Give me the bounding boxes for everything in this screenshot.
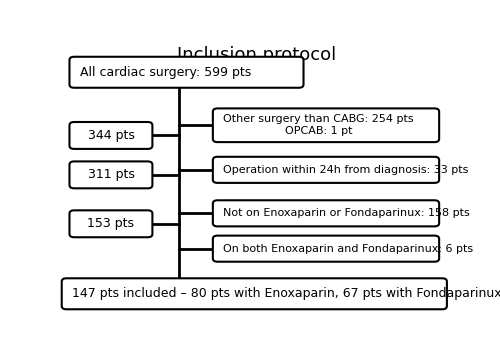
Text: Not on Enoxaparin or Fondaparinux: 158 pts: Not on Enoxaparin or Fondaparinux: 158 p… xyxy=(224,208,470,218)
Text: 311 pts: 311 pts xyxy=(88,168,134,181)
FancyBboxPatch shape xyxy=(213,200,439,226)
FancyBboxPatch shape xyxy=(70,210,152,237)
Text: All cardiac surgery: 599 pts: All cardiac surgery: 599 pts xyxy=(80,66,251,79)
Text: 147 pts included – 80 pts with Enoxaparin, 67 pts with Fondaparinux: 147 pts included – 80 pts with Enoxapari… xyxy=(72,287,500,300)
FancyBboxPatch shape xyxy=(213,235,439,262)
Text: 344 pts: 344 pts xyxy=(88,129,134,142)
Text: On both Enoxaparin and Fondaparinux: 6 pts: On both Enoxaparin and Fondaparinux: 6 p… xyxy=(224,244,474,254)
FancyBboxPatch shape xyxy=(70,161,152,188)
Text: Operation within 24h from diagnosis: 33 pts: Operation within 24h from diagnosis: 33 … xyxy=(224,165,468,175)
Text: Inclusion protocol: Inclusion protocol xyxy=(176,46,336,64)
Text: 153 pts: 153 pts xyxy=(88,217,134,230)
Text: Other surgery than CABG: 254 pts
OPCAB: 1 pt: Other surgery than CABG: 254 pts OPCAB: … xyxy=(224,114,414,136)
FancyBboxPatch shape xyxy=(70,122,152,149)
FancyBboxPatch shape xyxy=(213,108,439,142)
FancyBboxPatch shape xyxy=(62,278,447,309)
FancyBboxPatch shape xyxy=(70,57,304,88)
FancyBboxPatch shape xyxy=(213,157,439,183)
